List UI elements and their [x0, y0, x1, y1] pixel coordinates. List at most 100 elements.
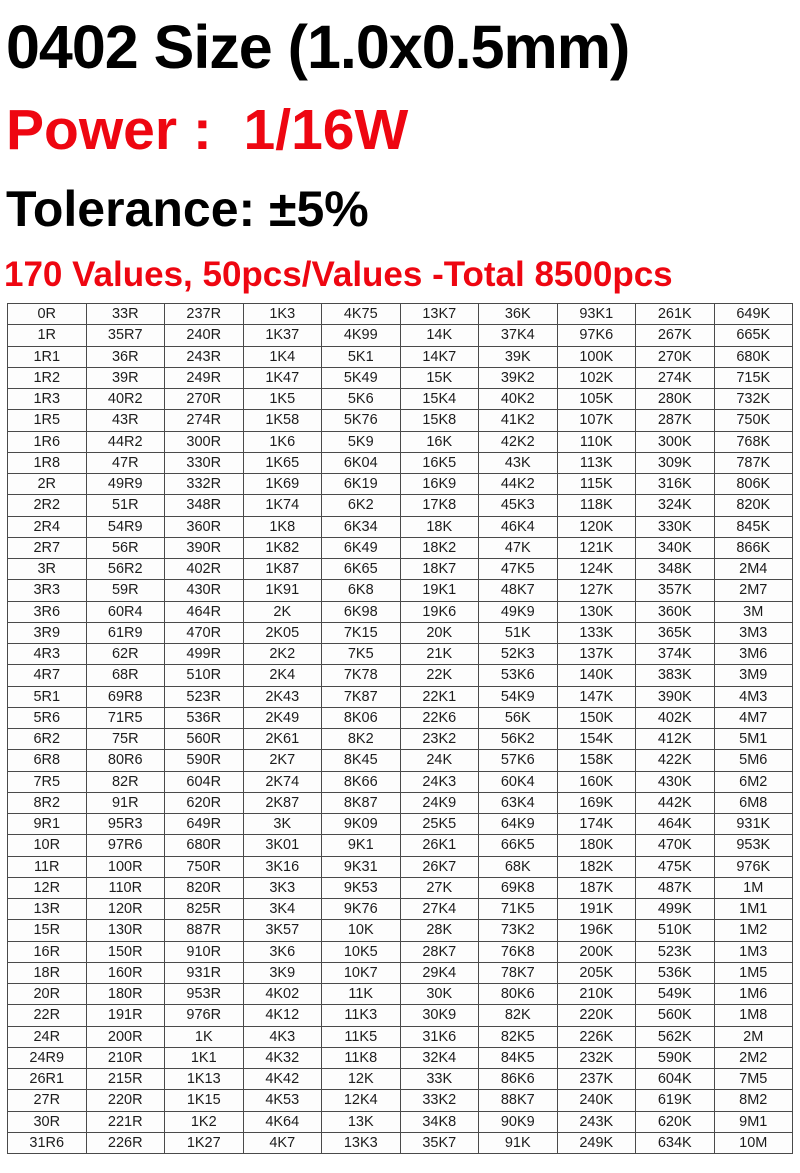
value-cell: 442K: [635, 791, 715, 815]
value-cell: 64K9: [478, 813, 558, 836]
value-cell: 30K: [399, 983, 479, 1006]
value-cell: 62R: [85, 643, 165, 666]
value-cell: 41K2: [478, 409, 558, 432]
value-cell: 23K2: [399, 728, 479, 751]
value-cell: 82K: [478, 1004, 558, 1027]
value-cell: 40K2: [478, 388, 558, 411]
value-cell: 1K65: [242, 451, 322, 475]
value-cell: 715K: [713, 366, 793, 390]
value-cell: 110R: [85, 876, 165, 900]
value-cell: 232K: [556, 1046, 636, 1070]
value-cell: 953K: [713, 834, 793, 857]
value-cell: 51K: [478, 621, 558, 645]
value-cell: 470K: [635, 834, 715, 857]
value-cell: 226K: [556, 1025, 636, 1048]
value-cell: 226R: [85, 1131, 165, 1155]
value-cell: 1R3: [7, 388, 87, 411]
table-row: 8R2 91R 620R 2K87 8K87 24K9 63K4 169K 442K 6M8: [7, 791, 793, 815]
value-cell: 430R: [164, 579, 244, 602]
value-cell: 22K6: [399, 706, 479, 730]
value-cell: 274K: [635, 366, 715, 390]
value-cell: 191R: [85, 1004, 165, 1027]
table-row: 9R1 95R3 649R 3K 9K09 25K5 64K9 174K 464K 931K: [7, 813, 793, 836]
value-cell: 470R: [164, 621, 244, 645]
value-cell: 8K45: [321, 749, 401, 772]
value-cell: 21K: [399, 643, 479, 666]
value-cell: 619K: [635, 1089, 715, 1112]
value-cell: 1R8: [7, 451, 87, 475]
value-cell: 8M2: [713, 1089, 793, 1112]
value-cell: 220R: [85, 1089, 165, 1112]
value-cell: 5K49: [321, 366, 401, 390]
value-cell: 287K: [635, 409, 715, 432]
table-row: 24R 200R 1K 4K3 11K5 31K6 82K5 226K 562K 2M: [7, 1025, 793, 1048]
value-cell: 2K74: [242, 770, 322, 793]
value-cell: 40R2: [85, 388, 165, 411]
value-cell: 7R5: [7, 770, 87, 793]
value-cell: 2R2: [7, 494, 87, 517]
value-cell: 2M7: [713, 579, 793, 602]
value-cell: 24K: [399, 749, 479, 772]
value-cell: 4K7: [242, 1131, 322, 1155]
value-cell: 1M5: [713, 961, 793, 985]
value-cell: 383K: [635, 664, 715, 687]
table-row: 22R 191R 976R 4K12 11K3 30K9 82K 220K 560K 1M8: [7, 1004, 793, 1027]
value-cell: 169K: [556, 791, 636, 815]
value-cell: 42K2: [478, 430, 558, 453]
value-cell: 82K5: [478, 1025, 558, 1048]
value-cell: 2K7: [242, 749, 322, 772]
kit-summary-text: 170 Values, 50pcs/Values -Total 8500pcs: [4, 254, 673, 294]
table-row: 2R4 54R9 360R 1K8 6K34 18K 46K4 120K 330K 845K: [7, 515, 793, 538]
value-cell: 2K43: [242, 685, 322, 708]
resistor-values-table: 0R 33R 237R 1K3 4K75 13K7 36K 93K1 261K 649K 1R 35R…: [7, 303, 793, 1155]
value-cell: 31R6: [7, 1131, 87, 1155]
value-cell: 66K5: [478, 834, 558, 857]
value-cell: 976R: [164, 1004, 244, 1027]
value-cell: 44K2: [478, 473, 558, 496]
value-cell: 348K: [635, 558, 715, 581]
value-cell: 22R: [7, 1004, 87, 1027]
value-cell: 422K: [635, 749, 715, 772]
value-cell: 270K: [635, 345, 715, 368]
value-cell: 91R: [85, 791, 165, 815]
value-cell: 240K: [556, 1089, 636, 1112]
value-cell: 6R2: [7, 728, 87, 751]
value-cell: 11K3: [321, 1004, 401, 1027]
table-row: 6R2 75R 560R 2K61 8K2 23K2 56K2 154K 412K 5M1: [7, 728, 793, 751]
value-cell: 1K37: [242, 324, 322, 347]
value-cell: 6K65: [321, 558, 401, 581]
table-row: 1R1 36R 243R 1K4 5K1 14K7 39K 100K 270K 680K: [7, 345, 793, 368]
value-cell: 33R: [85, 303, 165, 326]
value-cell: 16R: [7, 940, 87, 963]
value-cell: 240R: [164, 324, 244, 347]
value-cell: 118K: [556, 494, 636, 517]
value-cell: 11K8: [321, 1046, 401, 1070]
value-cell: 56K: [478, 706, 558, 730]
value-cell: 6K98: [321, 600, 401, 623]
value-cell: 8R2: [7, 791, 87, 815]
value-cell: 2K49: [242, 706, 322, 730]
value-cell: 3K4: [242, 898, 322, 921]
value-cell: 9K76: [321, 898, 401, 921]
value-cell: 12K4: [321, 1089, 401, 1112]
table-row: 2R 49R9 332R 1K69 6K19 16K9 44K2 115K 316K 806K: [7, 473, 793, 496]
value-cell: 39R: [85, 366, 165, 390]
value-cell: 2K05: [242, 621, 322, 645]
value-cell: 49K9: [478, 600, 558, 623]
value-cell: 196K: [556, 919, 636, 942]
value-cell: 120K: [556, 515, 636, 538]
value-cell: 39K: [478, 345, 558, 368]
value-cell: 732K: [713, 388, 793, 411]
value-cell: 1K4: [242, 345, 322, 368]
value-cell: 10K: [321, 919, 401, 942]
table-row: 3R3 59R 430R 1K91 6K8 19K1 48K7 127K 357K 2M7: [7, 579, 793, 602]
table-row: 12R 110R 820R 3K3 9K53 27K 69K8 187K 487K 1M: [7, 876, 793, 900]
value-cell: 127K: [556, 579, 636, 602]
value-cell: 634K: [635, 1131, 715, 1155]
value-cell: 14K: [399, 324, 479, 347]
value-cell: 1K47: [242, 366, 322, 390]
value-cell: 31K6: [399, 1025, 479, 1048]
table-row: 2R2 51R 348R 1K74 6K2 17K8 45K3 118K 324K 820K: [7, 494, 793, 517]
table-row: 1R2 39R 249R 1K47 5K49 15K 39K2 102K 274K 715K: [7, 366, 793, 390]
value-cell: 3R9: [7, 621, 87, 645]
